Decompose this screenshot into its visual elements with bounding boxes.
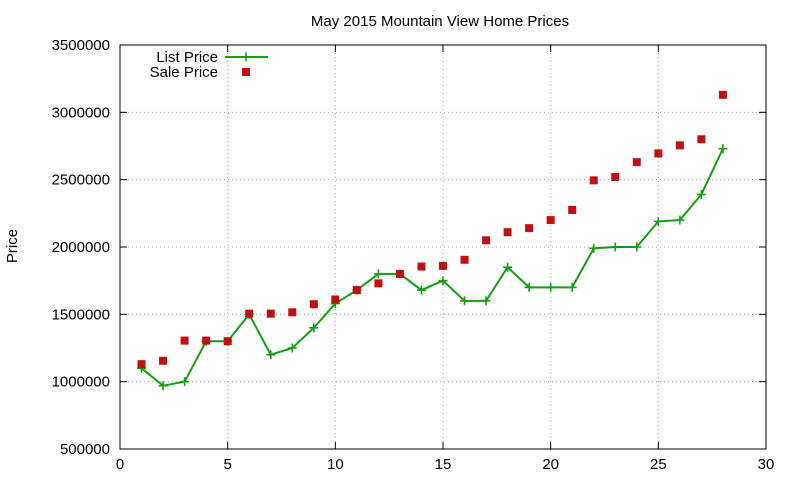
- y-tick-label: 2000000: [52, 239, 110, 256]
- sale-price-point: [309, 300, 318, 309]
- axis-ticks: 0 5 10 15 20 25 30 500000 1000000 1500000 2000000 2…: [52, 37, 775, 473]
- sale-price-point: [417, 262, 426, 271]
- sale-price-point: [482, 236, 491, 245]
- sale-price-point: [546, 216, 555, 225]
- series-group: [137, 90, 728, 391]
- x-tick-label: 0: [116, 456, 124, 473]
- list-price-point: [503, 262, 513, 272]
- legend-label: List Price: [156, 49, 218, 66]
- list-price-point: [546, 282, 556, 292]
- list-price-point: [696, 189, 706, 199]
- list-price-point: [653, 216, 663, 226]
- sale-price-point: [525, 224, 534, 233]
- sale-price-point: [460, 255, 469, 264]
- list-price-point: [589, 243, 599, 253]
- sale-price-point: [374, 279, 383, 288]
- sale-price-point: [395, 269, 404, 278]
- sale-price-point: [352, 286, 361, 295]
- list-price-point: [632, 242, 642, 252]
- chart-title: May 2015 Mountain View Home Prices: [311, 13, 569, 30]
- sale-price-point: [675, 141, 684, 150]
- sale-price-point: [439, 261, 447, 270]
- sale-price-point: [654, 149, 663, 158]
- legend-square-marker: [242, 68, 250, 76]
- list-price-point: [180, 377, 190, 387]
- list-price-point: [567, 282, 577, 292]
- legend-plus-marker: [241, 52, 251, 62]
- list-price-point: [309, 323, 319, 333]
- x-tick-label: 30: [758, 456, 775, 473]
- y-tick-label: 3500000: [52, 37, 110, 54]
- y-tick-label: 1500000: [52, 306, 110, 323]
- list-price-point: [438, 276, 448, 286]
- sale-price-point: [718, 90, 727, 99]
- list-price-point: [373, 269, 383, 279]
- y-tick-label: 2500000: [52, 172, 110, 189]
- list-price-point: [610, 242, 620, 252]
- x-tick-label: 10: [327, 456, 344, 473]
- sale-price-point: [202, 336, 211, 345]
- list-price-point: [158, 381, 168, 391]
- list-price-point: [675, 215, 685, 225]
- sale-price-point: [331, 295, 340, 304]
- x-tick-label: 15: [435, 456, 452, 473]
- sale-price-point: [288, 308, 297, 317]
- y-axis-label: Price: [4, 229, 21, 263]
- sale-price-point: [223, 337, 232, 346]
- list-price-point: [460, 296, 470, 306]
- sale-price-point: [568, 205, 577, 214]
- list-price-point: [416, 285, 426, 295]
- sale-price-point: [611, 172, 620, 181]
- list-price-point: [481, 296, 491, 306]
- sale-price-point: [632, 158, 641, 167]
- series-sale-price: [137, 90, 727, 369]
- y-tick-label: 500000: [60, 441, 110, 458]
- sale-price-point: [503, 228, 512, 237]
- x-tick-label: 25: [650, 456, 667, 473]
- y-tick-label: 1000000: [52, 374, 110, 391]
- y-tick-label: 3000000: [52, 104, 110, 121]
- legend-label: Sale Price: [150, 64, 218, 81]
- sale-price-point: [697, 135, 706, 144]
- sale-price-point: [137, 360, 146, 369]
- list-price-point: [718, 144, 728, 154]
- sale-price-point: [159, 356, 168, 365]
- list-price-point: [287, 343, 297, 353]
- sale-price-point: [589, 176, 598, 185]
- sale-price-point: [245, 309, 254, 318]
- list-price-point: [524, 282, 534, 292]
- x-tick-label: 5: [223, 456, 231, 473]
- series-list-price: [137, 144, 728, 391]
- grid: [120, 45, 766, 449]
- sale-price-point: [266, 309, 275, 318]
- sale-price-point: [180, 336, 189, 345]
- x-tick-label: 20: [542, 456, 559, 473]
- list-price-line: [140, 148, 724, 387]
- list-price-point: [266, 350, 276, 360]
